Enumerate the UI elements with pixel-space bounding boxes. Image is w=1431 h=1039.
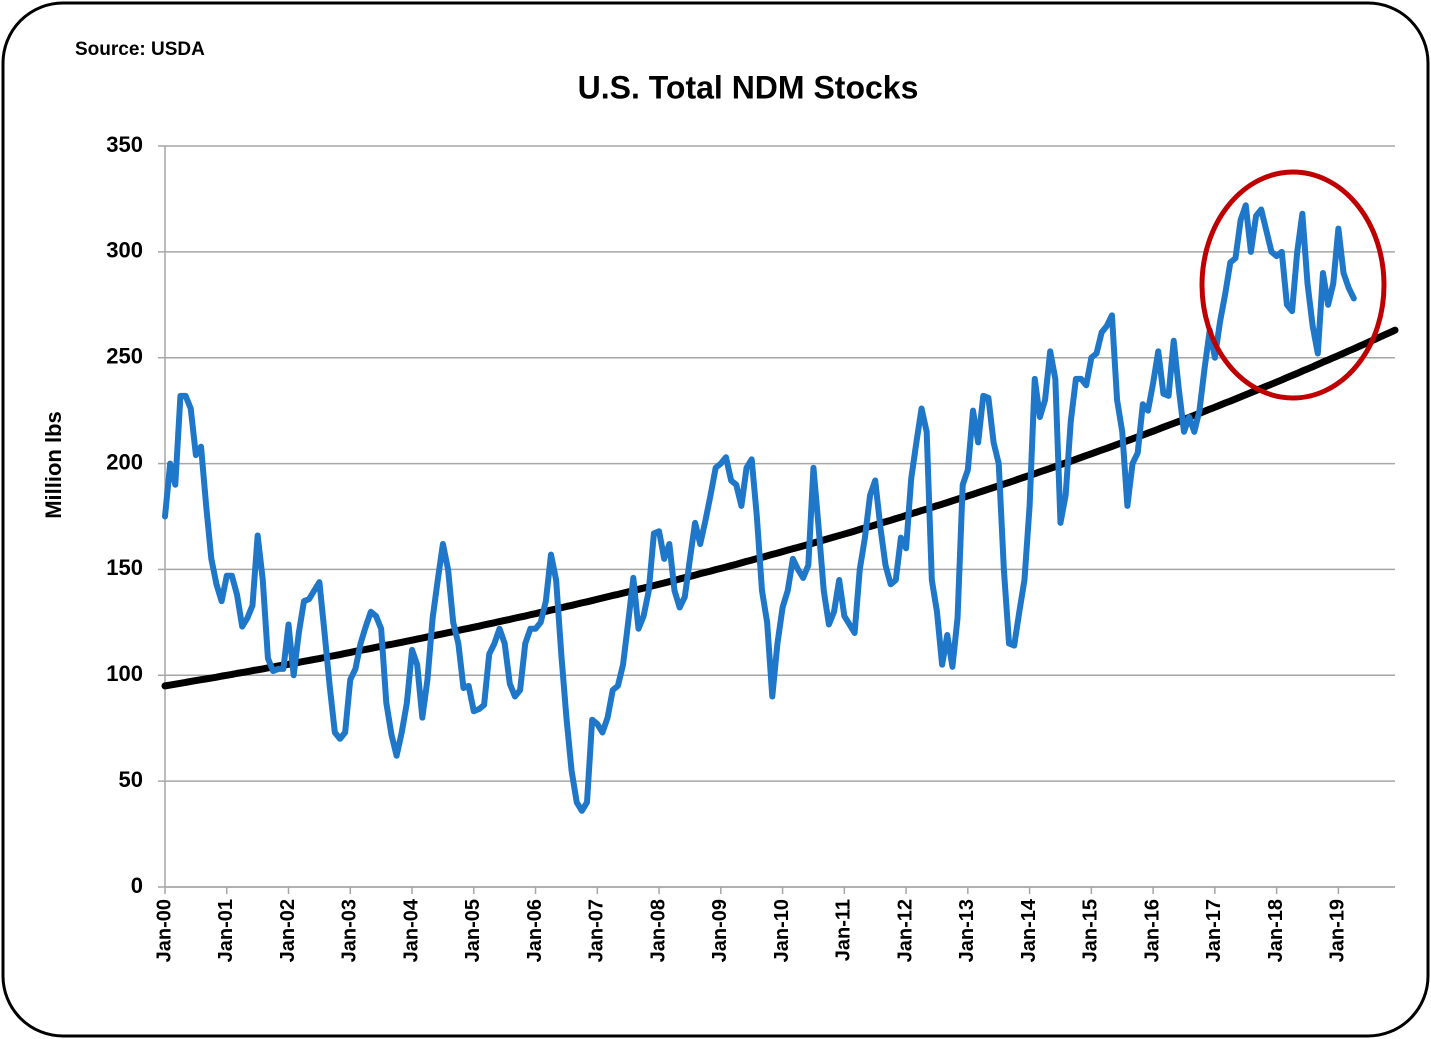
x-tick-label: Jan-09 (709, 899, 731, 962)
plot-area: 0 50 100 150 200 250 300 350 Jan-00 Jan-01 Jan-02 J… (106, 132, 1399, 962)
x-tick-label: Jan-06 (524, 899, 546, 962)
x-tick-label: Jan-10 (771, 899, 793, 962)
x-tick-label: Jan-11 (833, 899, 855, 961)
x-tick-label: Jan-03 (339, 899, 361, 962)
x-tick-label: Jan-19 (1327, 899, 1349, 962)
x-tick-label: Jan-17 (1203, 899, 1225, 962)
x-tick-label: Jan-05 (462, 899, 484, 962)
data-line (162, 202, 1357, 814)
y-tick-label: 0 (131, 873, 143, 898)
x-tick-label: Jan-16 (1141, 899, 1163, 962)
x-tick-label: Jan-14 (1018, 898, 1040, 962)
y-tick-label: 250 (106, 344, 143, 369)
x-tick-label: Jan-04 (400, 898, 422, 962)
highlight-circle (1199, 169, 1387, 401)
y-tick-label: 200 (106, 449, 143, 474)
chart-title: U.S. Total NDM Stocks (578, 69, 919, 105)
y-tick-label: 300 (106, 238, 143, 263)
y-tick-label: 50 (119, 767, 143, 792)
x-tick-label: Jan-12 (894, 899, 916, 962)
x-tick-label: Jan-02 (277, 899, 299, 962)
x-tick-label: Jan-18 (1265, 899, 1287, 962)
x-tick-label: Jan-15 (1080, 899, 1102, 962)
x-tick-label: Jan-01 (215, 899, 237, 962)
x-tick-label: Jan-07 (586, 899, 608, 962)
y-axis-label: Million lbs (41, 411, 66, 519)
source-note: Source: USDA (75, 39, 205, 60)
y-tick-label: 350 (106, 132, 143, 157)
x-tick-label: Jan-00 (153, 899, 175, 962)
x-tick-label: Jan-13 (956, 899, 978, 962)
y-tick-label: 100 (106, 661, 143, 686)
y-tick-label: 150 (106, 555, 143, 580)
x-tick-label: Jan-08 (647, 899, 669, 962)
